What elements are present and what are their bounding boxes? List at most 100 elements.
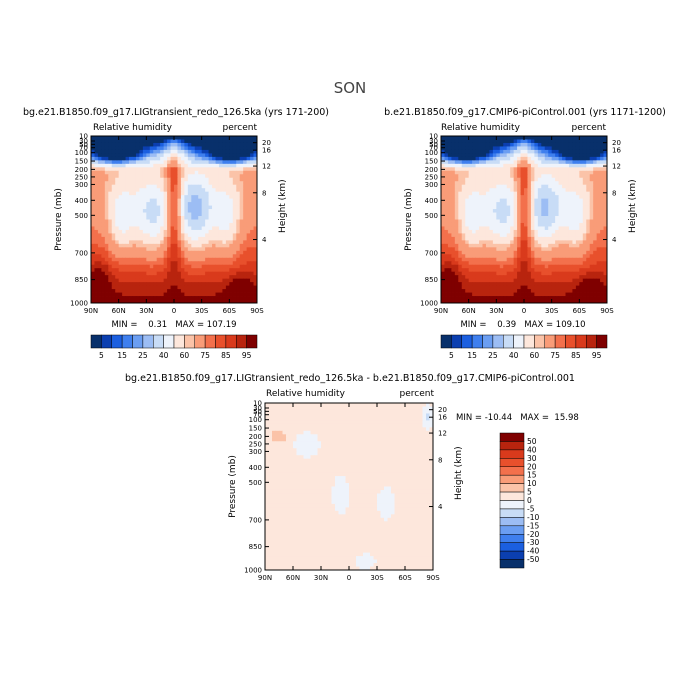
- heatmap-cell: [537, 261, 542, 266]
- heatmap-cell: [118, 229, 123, 234]
- heatmap-cell: [225, 139, 230, 144]
- heatmap-cell: [177, 136, 182, 140]
- heatmap-cell: [551, 146, 556, 151]
- heatmap-cell: [485, 236, 490, 241]
- heatmap-cell: [520, 219, 525, 224]
- heatmap-cell: [479, 184, 483, 189]
- heatmap-cell: [461, 212, 466, 217]
- heatmap-cell: [215, 261, 220, 266]
- heatmap-cell: [215, 177, 220, 182]
- heatmap-cell: [489, 278, 494, 283]
- heatmap-cell: [451, 219, 456, 224]
- heatmap-cell: [461, 222, 466, 227]
- heatmap-cell: [444, 292, 449, 297]
- heatmap-cell: [534, 257, 539, 262]
- heatmap-cell: [465, 285, 470, 290]
- heatmap-cell: [232, 219, 237, 224]
- heatmap-cell: [97, 271, 102, 276]
- heatmap-cell: [335, 406, 339, 411]
- heatmap-cell: [184, 188, 189, 193]
- heatmap-cell: [272, 420, 276, 425]
- heatmap-cell: [458, 271, 463, 276]
- heatmap-cell: [541, 289, 546, 293]
- heatmap-cell: [156, 243, 161, 248]
- heatmap-cell: [565, 202, 570, 206]
- heatmap-cell: [586, 271, 591, 276]
- heatmap-cell: [229, 188, 234, 193]
- heatmap-cell: [101, 181, 106, 186]
- heatmap-cell: [132, 205, 137, 210]
- heatmap-cell: [215, 289, 220, 293]
- heatmap-cell: [534, 289, 539, 293]
- heatmap-cell: [236, 136, 241, 140]
- heatmap-cell: [218, 188, 223, 193]
- heatmap-cell: [579, 233, 584, 238]
- heatmap-cell: [575, 153, 580, 158]
- heatmap-cell: [101, 299, 106, 304]
- heatmap-cell: [108, 198, 113, 203]
- heatmap-cell: [125, 209, 130, 213]
- heatmap-cell: [167, 236, 171, 241]
- heatmap-cell: [562, 278, 566, 283]
- heatmap-cell: [115, 170, 120, 175]
- heatmap-cell: [129, 222, 133, 227]
- heatmap-cell: [482, 236, 487, 241]
- heatmap-cell: [118, 181, 123, 186]
- heatmap-cell: [201, 289, 206, 293]
- heatmap-cell: [527, 289, 532, 293]
- heatmap-cell: [122, 195, 126, 200]
- heatmap-cell: [132, 254, 137, 259]
- heatmap-cell: [156, 299, 161, 304]
- heatmap-cell: [160, 188, 165, 193]
- heatmap-cell: [232, 149, 237, 154]
- heatmap-cell: [160, 250, 165, 255]
- heatmap-cell: [191, 198, 196, 203]
- heatmap-cell: [194, 299, 199, 304]
- heatmap-cell: [115, 195, 120, 200]
- heatmap-cell: [572, 212, 577, 217]
- heatmap-cell: [115, 243, 120, 248]
- heatmap-cell: [465, 136, 470, 140]
- heatmap-cell: [239, 167, 244, 172]
- heatmap-cell: [530, 233, 535, 238]
- heatmap-cell: [444, 275, 449, 280]
- heatmap-cell: [97, 216, 102, 220]
- heatmap-cell: [482, 247, 487, 252]
- heatmap-cell: [170, 198, 175, 203]
- heatmap-cell: [551, 271, 556, 276]
- heatmap-cell: [149, 236, 154, 241]
- heatmap-cell: [468, 243, 473, 248]
- heatmap-cell: [174, 174, 178, 179]
- heatmap-cell: [104, 163, 109, 168]
- heatmap-cell: [342, 409, 346, 414]
- heatmap-cell: [146, 229, 151, 234]
- heatmap-cell: [489, 209, 494, 213]
- heatmap-cell: [198, 163, 203, 168]
- heatmap-cell: [198, 167, 203, 172]
- heatmap-cell: [160, 142, 165, 147]
- heatmap-cell: [187, 181, 192, 186]
- heatmap-cell: [225, 184, 230, 189]
- heatmap-cell: [499, 216, 504, 220]
- heatmap-cell: [472, 163, 476, 168]
- heatmap-cell: [129, 163, 133, 168]
- heatmap-cell: [101, 195, 106, 200]
- heatmap-cell: [596, 247, 601, 252]
- heatmap-cell: [472, 205, 476, 210]
- heatmap-cell: [191, 181, 196, 186]
- heatmap-cell: [555, 257, 559, 262]
- heatmap-cell: [589, 216, 594, 220]
- heatmap-cell: [108, 195, 113, 200]
- heatmap-cell: [558, 142, 563, 147]
- heatmap-cell: [562, 271, 566, 276]
- heatmap-cell: [575, 167, 580, 172]
- heatmap-cell: [479, 264, 483, 269]
- heatmap-cell: [468, 257, 473, 262]
- heatmap-cell: [391, 403, 395, 407]
- heatmap-cell: [208, 285, 213, 290]
- heatmap-cell: [555, 139, 559, 144]
- heatmap-cell: [593, 198, 598, 203]
- heatmap-cell: [472, 212, 476, 217]
- heatmap-cell: [499, 167, 504, 172]
- heatmap-cell: [139, 195, 144, 200]
